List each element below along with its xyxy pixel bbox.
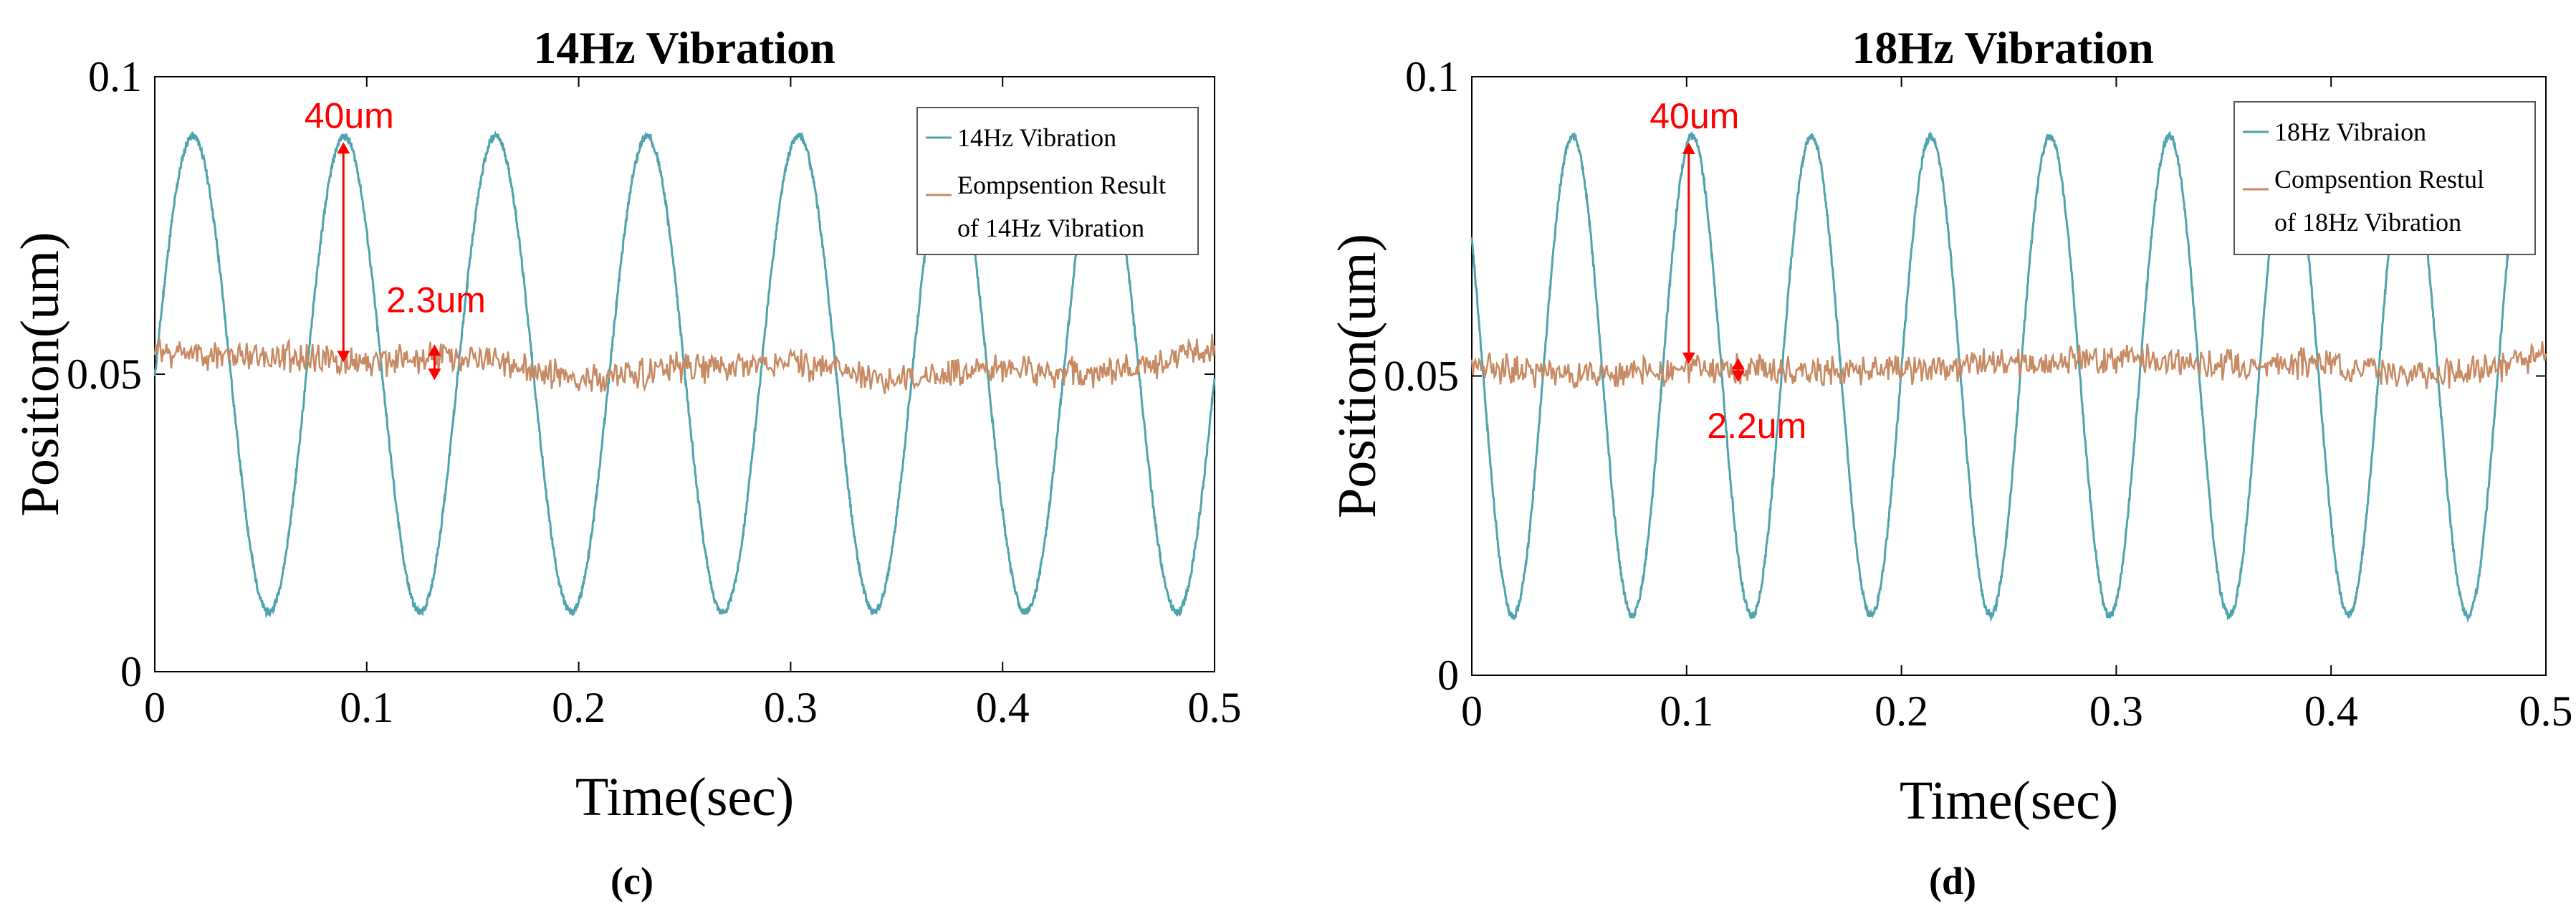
annotation-arrow-40um-head-bottom — [337, 351, 350, 363]
legend: 14Hz Vibration Eompsention Result of 14Hz … — [916, 107, 1199, 255]
legend-entry: of 18Hz Vibration — [2274, 208, 2461, 237]
chart-18hz: 18Hz Vibration 0 0.1 0.2 0.3 0.4 0.5 0 0.05 0.1 Ti… — [1327, 22, 2573, 831]
chart-title: 18Hz Vibration — [1852, 22, 2153, 73]
annotation-label-small: 2.3um — [386, 280, 486, 320]
annotation-label-40um: 40um — [305, 95, 394, 135]
x-tick-label: 0.3 — [2089, 687, 2143, 735]
y-tick-label: 0.05 — [1384, 353, 1459, 400]
x-tick-label: 0.4 — [976, 684, 1030, 731]
x-tick-label: 0.5 — [1188, 684, 1242, 731]
x-tick-label: 0.5 — [2519, 687, 2573, 735]
chart-title: 14Hz Vibration — [533, 22, 835, 73]
x-tick-label: 0 — [144, 684, 166, 731]
legend-box — [2233, 101, 2536, 255]
y-tick-label: 0 — [120, 648, 142, 695]
panel-label-d: (d) — [1929, 860, 1976, 903]
legend: 18Hz Vibraion Compsention Restul of 18Hz V… — [2233, 101, 2536, 255]
chart-14hz: 14Hz Vibration 0 0.1 0.2 0.3 0.4 0.5 0 0.05 0.1 Ti… — [10, 22, 1242, 827]
y-axis-label: Position(um) — [1327, 234, 1387, 518]
x-tick-label: 0.2 — [1874, 687, 1928, 735]
y-tick-label: 0 — [1437, 652, 1459, 699]
legend-entry: Compsention Restul — [2274, 165, 2484, 194]
series-vibration-line — [1470, 130, 2526, 624]
annotation-label-40um: 40um — [1649, 96, 1739, 136]
annotation-arrow-40um-head-top — [1682, 142, 1695, 154]
x-axis-label: Time(sec) — [575, 767, 794, 827]
y-tick-label: 0.1 — [1405, 53, 1459, 100]
annotation-arrow-small-head-bottom — [428, 368, 441, 381]
panel-label-c: (c) — [611, 860, 653, 903]
legend-entry: Eompsention Result — [957, 171, 1166, 199]
annotation-arrow-40um-head-bottom — [1682, 352, 1695, 364]
annotation-arrow-40um-head-top — [337, 142, 350, 154]
legend-entry: 14Hz Vibration — [957, 123, 1116, 152]
x-tick-label: 0.4 — [2304, 687, 2358, 735]
series-compensation-line — [1470, 341, 2547, 389]
x-axis-label: Time(sec) — [1900, 771, 2118, 831]
annotation-arrow-small-head-top — [1731, 358, 1745, 370]
y-tick-label: 0.05 — [67, 351, 142, 398]
annotation-arrow-40um — [337, 142, 350, 363]
legend-entry: 18Hz Vibraion — [2274, 118, 2426, 146]
y-axis-label: Position(um) — [10, 232, 70, 517]
x-tick-label: 0.3 — [764, 684, 818, 731]
legend-entry: of 14Hz Vibration — [957, 214, 1144, 242]
series-compensation-line — [153, 333, 1216, 394]
x-tick-label: 0 — [1461, 687, 1483, 735]
legend-box — [916, 107, 1199, 255]
annotation-arrow-small-head-top — [428, 344, 441, 356]
annotation-arrow-small-head-bottom — [1731, 370, 1745, 382]
x-tick-label: 0.1 — [1660, 687, 1713, 735]
series-vibration-line — [153, 130, 1216, 619]
annotation-arrow-small — [428, 344, 441, 381]
y-tick-label: 0.1 — [88, 53, 142, 100]
x-tick-label: 0.2 — [552, 684, 605, 731]
x-tick-label: 0.1 — [340, 684, 393, 731]
annotation-label-small: 2.2um — [1707, 406, 1806, 446]
annotation-arrow-small — [1731, 358, 1745, 382]
annotation-arrow-40um — [1682, 142, 1695, 364]
